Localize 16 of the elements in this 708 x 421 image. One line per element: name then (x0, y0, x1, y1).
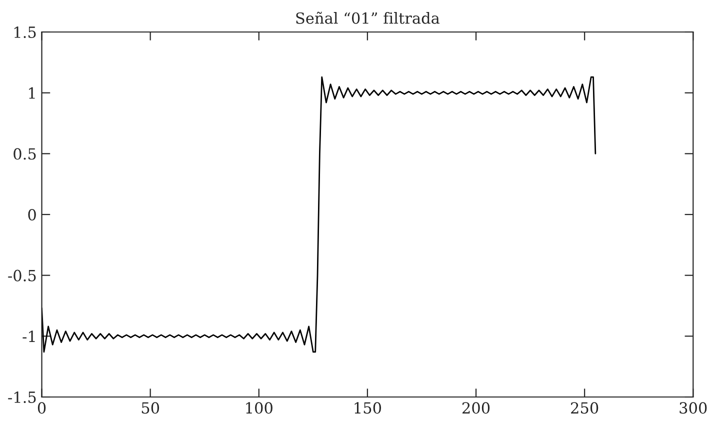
chart-title: Señal “01” filtrada (296, 12, 440, 24)
x-tick-label: 300 (680, 402, 707, 414)
x-tick-label: 250 (571, 402, 598, 414)
x-tick-label: 0 (38, 402, 46, 414)
x-tick-label: 50 (142, 402, 160, 414)
y-tick-label: 0 (28, 208, 36, 221)
y-tick-label: 1.5 (14, 26, 36, 38)
y-tick-label: 1 (29, 87, 35, 99)
line-series (42, 76, 596, 353)
x-tick-label: 200 (462, 402, 490, 414)
x-tick-label: 150 (354, 402, 382, 414)
y-tick-label: -0.5 (8, 270, 36, 282)
x-tick-label: 100 (246, 402, 272, 414)
y-tick-label: -1.5 (8, 391, 36, 404)
y-tick-label: -1 (22, 330, 35, 342)
y-tick-label: 0.5 (14, 148, 36, 160)
